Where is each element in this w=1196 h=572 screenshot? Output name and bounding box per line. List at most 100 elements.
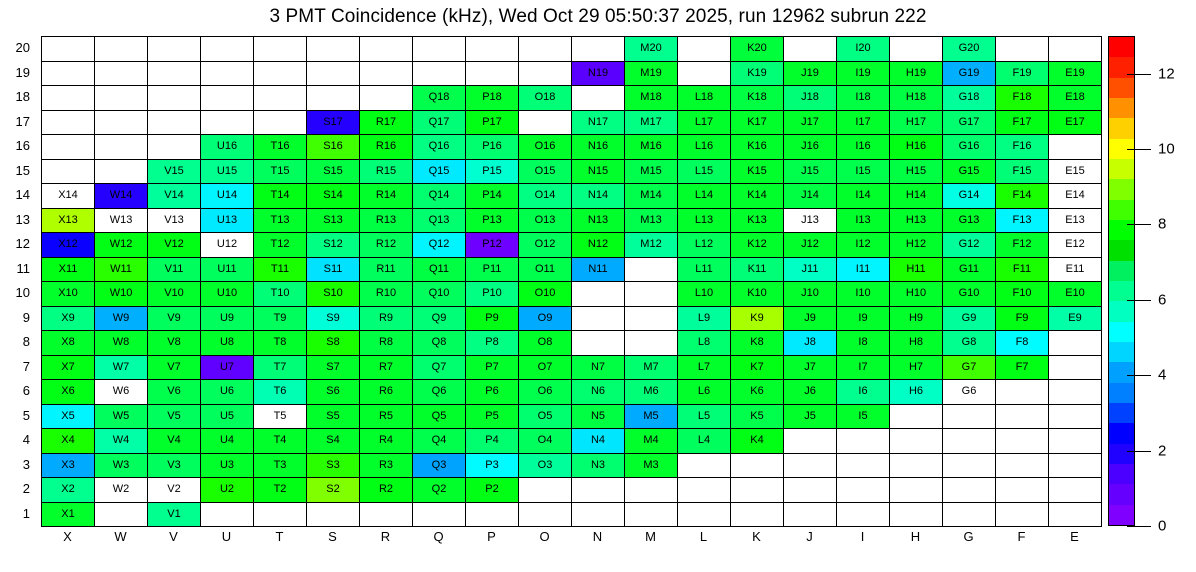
heatmap-plot-area: M20 K20 I20 G20 N19 M19 K19 J19 I19 H19 G19 F19 E19 Q… bbox=[41, 36, 1102, 527]
heatmap-cell-empty-t18 bbox=[254, 86, 307, 111]
heatmap-cell-o10: O10 bbox=[519, 282, 572, 307]
heatmap-cell-p18: P18 bbox=[466, 86, 519, 111]
heatmap-cell-l14: L14 bbox=[678, 184, 731, 209]
heatmap-cell-empty-q1 bbox=[413, 502, 466, 527]
heatmap-cell-r7: R7 bbox=[360, 355, 413, 380]
heatmap-cell-empty-x20 bbox=[42, 37, 95, 62]
heatmap-cell-r9: R9 bbox=[360, 306, 413, 331]
heatmap-cell-empty-e7 bbox=[1049, 355, 1102, 380]
heatmap-cell-empty-o1 bbox=[519, 502, 572, 527]
heatmap-cell-u12: U12 bbox=[201, 233, 254, 258]
heatmap-cell-empty-e8 bbox=[1049, 331, 1102, 356]
heatmap-cell-empty-r19 bbox=[360, 61, 413, 86]
heatmap-cell-empty-h1 bbox=[890, 502, 943, 527]
heatmap-cell-k14: K14 bbox=[731, 184, 784, 209]
heatmap-cell-x9: X9 bbox=[42, 306, 95, 331]
heatmap-cell-f14: F14 bbox=[996, 184, 1049, 209]
heatmap-cell-r6: R6 bbox=[360, 380, 413, 405]
heatmap-cell-empty-u18 bbox=[201, 86, 254, 111]
heatmap-cell-empty-w19 bbox=[95, 61, 148, 86]
heatmap-cell-empty-m1 bbox=[625, 502, 678, 527]
heatmap-cell-m13: M13 bbox=[625, 208, 678, 233]
heatmap-cell-n14: N14 bbox=[572, 184, 625, 209]
y-axis-labels: 20 19 18 17 16 15 14 13 12 11 10 9 8 7 6 5 4 3 2 1 bbox=[0, 36, 36, 526]
heatmap-cell-o5: O5 bbox=[519, 404, 572, 429]
y-tick-label-15: 15 bbox=[15, 162, 30, 178]
heatmap-cell-v14: V14 bbox=[148, 184, 201, 209]
heatmap-cell-j6: J6 bbox=[784, 380, 837, 405]
heatmap-cell-empty-g4 bbox=[943, 429, 996, 454]
heatmap-cell-i6: I6 bbox=[837, 380, 890, 405]
heatmap-cell-empty-h20 bbox=[890, 37, 943, 62]
heatmap-cell-s13: S13 bbox=[307, 208, 360, 233]
heatmap-cell-i18: I18 bbox=[837, 86, 890, 111]
heatmap-cell-w5: W5 bbox=[95, 404, 148, 429]
heatmap-cell-empty-t19 bbox=[254, 61, 307, 86]
heatmap-cell-k11: K11 bbox=[731, 257, 784, 282]
heatmap-cell-n17: N17 bbox=[572, 110, 625, 135]
x-tick-label-p: P bbox=[487, 529, 496, 544]
heatmap-cell-i5: I5 bbox=[837, 404, 890, 429]
heatmap-cell-q14: Q14 bbox=[413, 184, 466, 209]
heatmap-cell-f7: F7 bbox=[996, 355, 1049, 380]
y-tick-label-1: 1 bbox=[22, 505, 30, 521]
colorbar-band-20 bbox=[1109, 97, 1134, 119]
heatmap-cell-g6: G6 bbox=[943, 380, 996, 405]
heatmap-cell-g13: G13 bbox=[943, 208, 996, 233]
heatmap-cell-empty-v17 bbox=[148, 110, 201, 135]
heatmap-cell-n15: N15 bbox=[572, 159, 625, 184]
heatmap-cell-empty-x18 bbox=[42, 86, 95, 111]
heatmap-cell-s9: S9 bbox=[307, 306, 360, 331]
heatmap-cell-empty-e5 bbox=[1049, 404, 1102, 429]
colorbar-band-18 bbox=[1109, 138, 1134, 159]
x-tick-label-m: M bbox=[645, 529, 656, 544]
heatmap-cell-empty-v18 bbox=[148, 86, 201, 111]
heatmap-cell-empty-e1 bbox=[1049, 502, 1102, 527]
x-tick-label-k: K bbox=[752, 529, 761, 544]
heatmap-cell-u6: U6 bbox=[201, 380, 254, 405]
heatmap-cell-r14: R14 bbox=[360, 184, 413, 209]
heatmap-cell-n5: N5 bbox=[572, 404, 625, 429]
heatmap-cell-t15: T15 bbox=[254, 159, 307, 184]
heatmap-cell-j5: J5 bbox=[784, 404, 837, 429]
heatmap-cell-x1: X1 bbox=[42, 502, 95, 527]
heatmap-cell-x6: X6 bbox=[42, 380, 95, 405]
heatmap-cell-k10: K10 bbox=[731, 282, 784, 307]
heatmap-cell-l9: L9 bbox=[678, 306, 731, 331]
colorbar-tick-8 bbox=[1127, 224, 1151, 226]
y-tick-label-20: 20 bbox=[15, 40, 30, 55]
heatmap-cell-empty-i2 bbox=[837, 478, 890, 503]
colorbar-band-23 bbox=[1109, 37, 1134, 58]
heatmap-cell-e18: E18 bbox=[1049, 86, 1102, 111]
heatmap-cell-k5: K5 bbox=[731, 404, 784, 429]
heatmap-cell-q3: Q3 bbox=[413, 453, 466, 478]
heatmap-cell-x10: X10 bbox=[42, 282, 95, 307]
heatmap-cell-i20: I20 bbox=[837, 37, 890, 62]
heatmap-cell-l10: L10 bbox=[678, 282, 731, 307]
heatmap-cell-m12: M12 bbox=[625, 233, 678, 258]
heatmap-cell-empty-p19 bbox=[466, 61, 519, 86]
heatmap-cell-v10: V10 bbox=[148, 282, 201, 307]
heatmap-cell-u8: U8 bbox=[201, 331, 254, 356]
heatmap-cell-empty-q19 bbox=[413, 61, 466, 86]
x-tick-label-t: T bbox=[275, 529, 284, 544]
heatmap-cell-empty-n18 bbox=[572, 86, 625, 111]
x-tick-label-r: R bbox=[380, 529, 391, 544]
heatmap-cell-empty-k1 bbox=[731, 502, 784, 527]
heatmap-cell-m5: M5 bbox=[625, 404, 678, 429]
heatmap-cell-f12: F12 bbox=[996, 233, 1049, 258]
heatmap-cell-e11: E11 bbox=[1049, 257, 1102, 282]
heatmap-cell-p9: P9 bbox=[466, 306, 519, 331]
heatmap-cell-g8: G8 bbox=[943, 331, 996, 356]
heatmap-cell-s6: S6 bbox=[307, 380, 360, 405]
heatmap-cell-n7: N7 bbox=[572, 355, 625, 380]
heatmap-cell-s12: S12 bbox=[307, 233, 360, 258]
colorbar-label-10: 10 bbox=[1158, 140, 1175, 158]
heatmap-cell-x7: X7 bbox=[42, 355, 95, 380]
heatmap-cell-o12: O12 bbox=[519, 233, 572, 258]
colorbar bbox=[1108, 36, 1135, 526]
heatmap-cell-empty-q20 bbox=[413, 37, 466, 62]
heatmap-cell-p17: P17 bbox=[466, 110, 519, 135]
colorbar-band-19 bbox=[1109, 118, 1134, 139]
y-tick-label-5: 5 bbox=[22, 407, 30, 423]
